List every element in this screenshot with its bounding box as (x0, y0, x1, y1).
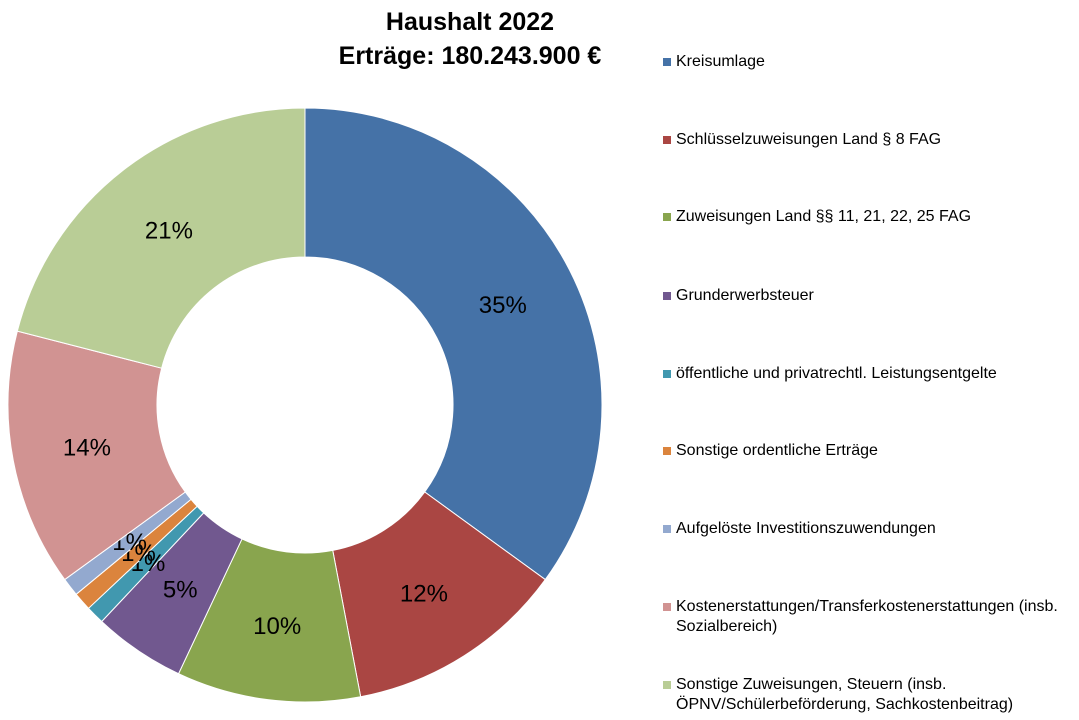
chart-title: Haushalt 2022 (386, 8, 554, 36)
slice-label: 12% (400, 580, 448, 607)
legend-label: Zuweisungen Land §§ 11, 21, 22, 25 FAG (676, 208, 972, 225)
legend-item: Sonstige Zuweisungen, Steuern (insb. ÖPN… (663, 675, 1077, 715)
slice-label: 10% (253, 613, 301, 640)
donut-slice (16, 107, 306, 369)
chart-subtitle: Erträge: 180.243.900 € (339, 42, 602, 70)
legend-swatch (663, 58, 671, 66)
legend-label: Sonstige ordentliche Erträge (676, 442, 878, 459)
slice-label: 21% (145, 218, 193, 245)
legend-label: Grunderwerbsteuer (676, 287, 814, 304)
legend-swatch (663, 136, 671, 144)
legend-item: öffentliche und privatrechtl. Leistungse… (663, 364, 1077, 384)
legend-label: Aufgelöste Investitionszuwendungen (676, 520, 936, 537)
legend-item: Sonstige ordentliche Erträge (663, 441, 1077, 461)
legend-swatch (663, 525, 671, 533)
legend-label: Kreisumlage (676, 53, 765, 70)
legend-label: öffentliche und privatrechtl. Leistungse… (676, 365, 997, 382)
legend-swatch (663, 603, 671, 611)
donut-slice (7, 330, 186, 581)
slice-label: 5% (163, 577, 198, 604)
legend-item: Aufgelöste Investitionszuwendungen (663, 519, 1077, 539)
legend-swatch (663, 447, 671, 455)
legend-swatch (663, 370, 671, 378)
legend-item: Zuweisungen Land §§ 11, 21, 22, 25 FAG (663, 207, 1077, 227)
donut-slice (304, 107, 603, 581)
legend-swatch (663, 681, 671, 689)
legend-item: Grunderwerbsteuer (663, 286, 1077, 306)
slice-label: 35% (479, 292, 527, 319)
legend-label: Schlüsselzuweisungen Land § 8 FAG (676, 131, 942, 148)
legend-label: Sonstige Zuweisungen, Steuern (insb. ÖPN… (676, 676, 1014, 713)
legend-label: Kostenerstattungen/Transferkostenerstatt… (676, 598, 1058, 635)
legend-swatch (663, 292, 671, 300)
legend-item: Kostenerstattungen/Transferkostenerstatt… (663, 597, 1077, 637)
legend-swatch (663, 213, 671, 221)
legend-item: Kreisumlage (663, 52, 1077, 72)
slice-label: 14% (63, 435, 111, 462)
legend-item: Schlüsselzuweisungen Land § 8 FAG (663, 130, 1077, 150)
